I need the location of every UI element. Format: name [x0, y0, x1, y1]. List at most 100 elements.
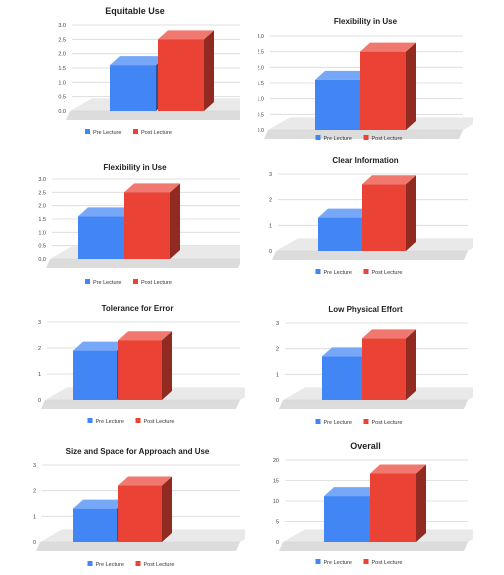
chart-title: Flexibility in Use: [334, 17, 398, 26]
chart-title: Tolerance for Error: [102, 304, 174, 313]
bar-post-lecture: [124, 183, 180, 259]
bar-front: [370, 473, 416, 542]
bar-front: [110, 65, 156, 111]
bar-front: [324, 496, 370, 542]
y-tick-label: 1.5: [58, 66, 66, 72]
bar-top: [315, 70, 371, 80]
y-tick-label: 0: [276, 540, 279, 546]
bar-pre-lecture: [110, 56, 166, 111]
bar-post-lecture: [360, 42, 416, 130]
bar-post-lecture: [362, 175, 416, 251]
legend-label-pre: Pre Lecture: [324, 420, 352, 426]
legend-swatch-pre: [315, 269, 321, 274]
y-tick-label: 0.5: [38, 244, 46, 250]
bar-front: [318, 217, 362, 251]
chart-floor-front: [264, 130, 463, 139]
legend-swatch-post: [363, 269, 369, 274]
y-tick-label: 2: [276, 347, 279, 353]
legend-label-post: Post Lecture: [372, 420, 403, 426]
y-tick-label: 2: [33, 489, 36, 495]
y-tick-label: 2: [269, 198, 272, 204]
y-tick-label: 5: [276, 520, 279, 526]
y-tick-label: 2.5: [58, 37, 66, 43]
legend-label-pre: Pre Lecture: [93, 130, 121, 136]
bar-top: [370, 464, 426, 474]
bar-top: [360, 42, 416, 52]
bar-post-lecture: [158, 30, 214, 112]
chart-title: Size and Space for Approach and Use: [66, 447, 210, 456]
y-tick-label: 0.5: [258, 112, 264, 118]
legend-label-post: Post Lecture: [372, 560, 403, 566]
chart-panel: 0.0 0.5 1.0 1.5 2.0 2.5 3.0 Equitable Use Pre Le…: [30, 0, 240, 145]
y-tick-label: 0.0: [258, 128, 264, 134]
legend-swatch-post: [135, 561, 141, 566]
y-tick-label: 2.5: [258, 50, 264, 56]
bar-top: [362, 175, 416, 185]
y-tick-label: 2.5: [38, 190, 46, 196]
bar-front: [73, 350, 117, 400]
bar-front: [73, 508, 117, 542]
legend-swatch-pre: [85, 129, 90, 134]
legend-swatch-pre: [87, 418, 93, 423]
bar-front: [322, 356, 366, 400]
chart-panel: 0.0 0.5 1.0 1.5 2.0 2.5 3.0 Flexibility in Use P…: [258, 14, 473, 149]
legend-label-post: Post Lecture: [141, 130, 172, 136]
y-tick-label: 1.5: [258, 81, 264, 87]
bar-side: [416, 464, 426, 542]
legend-label-post: Post Lecture: [372, 136, 403, 142]
bar-front: [360, 51, 406, 130]
bar-side: [406, 42, 416, 130]
chart-floor-front: [272, 251, 468, 260]
legend-label-pre: Pre Lecture: [96, 419, 124, 425]
chart-panel: 0.0 0.5 1.0 1.5 2.0 2.5 3.0 Flexibility in Use P…: [30, 158, 240, 288]
chart-title: Clear Information: [332, 156, 398, 165]
legend-label-pre: Pre Lecture: [324, 136, 352, 142]
y-tick-label: 1.0: [258, 97, 264, 103]
chart-title: Equitable Use: [105, 6, 165, 16]
legend-swatch-pre: [315, 559, 321, 564]
chart-panel: 0 1 2 3 Clear Information Pre Lecture Post Lec…: [258, 155, 473, 285]
bar-top: [110, 56, 166, 66]
chart-floor-front: [41, 400, 240, 409]
bar-side: [406, 329, 416, 400]
chart-title: Low Physical Effort: [328, 305, 403, 314]
bar-front: [78, 216, 124, 259]
legend-label-pre: Pre Lecture: [93, 280, 121, 286]
y-tick-label: 2: [38, 346, 41, 352]
bar-top: [124, 183, 180, 193]
chart-panel: 0 1 2 3 Size and Space for Approach and Use P…: [30, 445, 245, 573]
legend-label-post: Post Lecture: [141, 280, 172, 286]
bar-top: [318, 208, 372, 218]
legend-swatch-pre: [87, 561, 93, 566]
bar-top: [73, 499, 127, 509]
y-tick-label: 3.0: [258, 34, 264, 40]
legend-swatch-post: [133, 129, 138, 134]
y-tick-label: 2.0: [58, 52, 66, 58]
y-tick-label: 3.0: [38, 177, 46, 183]
legend-swatch-post: [133, 279, 138, 284]
y-tick-label: 1: [33, 514, 36, 520]
y-tick-label: 20: [273, 458, 279, 464]
legend-swatch-pre: [85, 279, 90, 284]
y-tick-label: 1.0: [58, 80, 66, 86]
bar-front: [315, 79, 361, 130]
chart-panel: 0 1 2 3 Low Physical Effort Pre Lecture Post L…: [258, 303, 473, 431]
chart-svg: 0 1 2 3 Size and Space for Approach and Use P…: [33, 447, 245, 568]
y-tick-label: 1.5: [38, 217, 46, 223]
legend-label-post: Post Lecture: [144, 562, 175, 568]
legend-swatch-pre: [315, 419, 321, 424]
bar-post-lecture: [370, 464, 426, 542]
y-tick-label: 0: [269, 249, 272, 255]
chart-svg: 0 1 2 3 Tolerance for Error Pre Lecture Post L…: [38, 304, 245, 425]
legend-label-pre: Pre Lecture: [324, 560, 352, 566]
bar-front: [362, 338, 406, 400]
bar-front: [118, 485, 162, 542]
bar-side: [204, 30, 214, 111]
bar-post-lecture: [118, 331, 172, 400]
y-tick-label: 0: [276, 398, 279, 404]
chart-floor-front: [46, 259, 240, 268]
bar-post-lecture: [362, 329, 416, 400]
y-tick-label: 3: [33, 463, 36, 469]
chart-title: Flexibility in Use: [103, 163, 167, 172]
chart-floor-front: [279, 400, 468, 409]
